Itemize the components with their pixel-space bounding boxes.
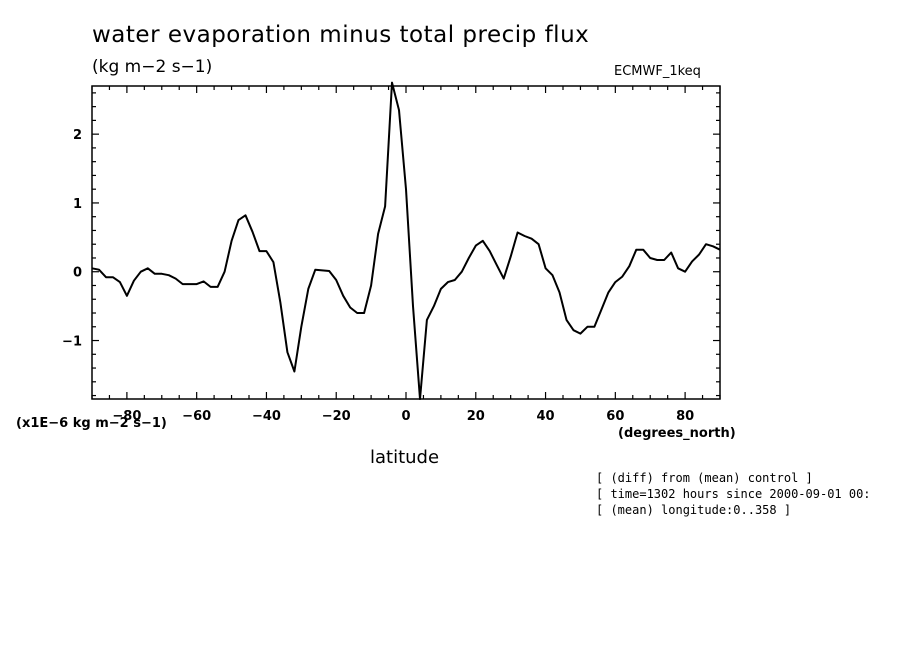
x-ticks <box>91 86 721 399</box>
y-tick-label: 0 <box>73 266 82 281</box>
y-tick-labels: −1 0 1 2 <box>62 128 82 349</box>
x-axis-label: latitude <box>370 447 440 468</box>
x-tick-label: −80 <box>112 409 141 424</box>
annotation-note: [ (mean) longitude:0..358 ] <box>596 503 792 517</box>
annotation-note: [ time=1302 hours since 2000-09-01 00: <box>596 487 871 501</box>
y-scale-label: (x1E−6 kg m−2 s−1) <box>16 416 167 431</box>
x-units-label: (degrees_north) <box>618 426 736 441</box>
x-tick-label: −40 <box>252 409 281 424</box>
x-tick-label: 20 <box>467 409 485 424</box>
x-tick-labels: −80 −60 −40 −20 0 20 40 60 80 <box>112 409 694 424</box>
plot-frame <box>91 85 721 400</box>
chart-units: (kg m−2 s−1) <box>92 57 213 77</box>
x-tick-label: 80 <box>676 409 694 424</box>
y-tick-label: 2 <box>73 128 82 143</box>
x-tick-label: 40 <box>537 409 555 424</box>
x-tick-label: −60 <box>182 409 211 424</box>
y-ticks <box>92 92 720 397</box>
series-line <box>91 81 721 400</box>
y-tick-label: 1 <box>73 197 82 212</box>
chart-title: water evaporation minus total precip flu… <box>92 22 590 48</box>
x-tick-label: 0 <box>401 409 410 424</box>
dataset-label: ECMWF_1keq <box>614 64 701 79</box>
y-tick-label: −1 <box>62 335 82 350</box>
x-tick-label: 60 <box>606 409 624 424</box>
annotation-note: [ (diff) from (mean) control ] <box>596 471 813 485</box>
x-tick-label: −20 <box>322 409 351 424</box>
